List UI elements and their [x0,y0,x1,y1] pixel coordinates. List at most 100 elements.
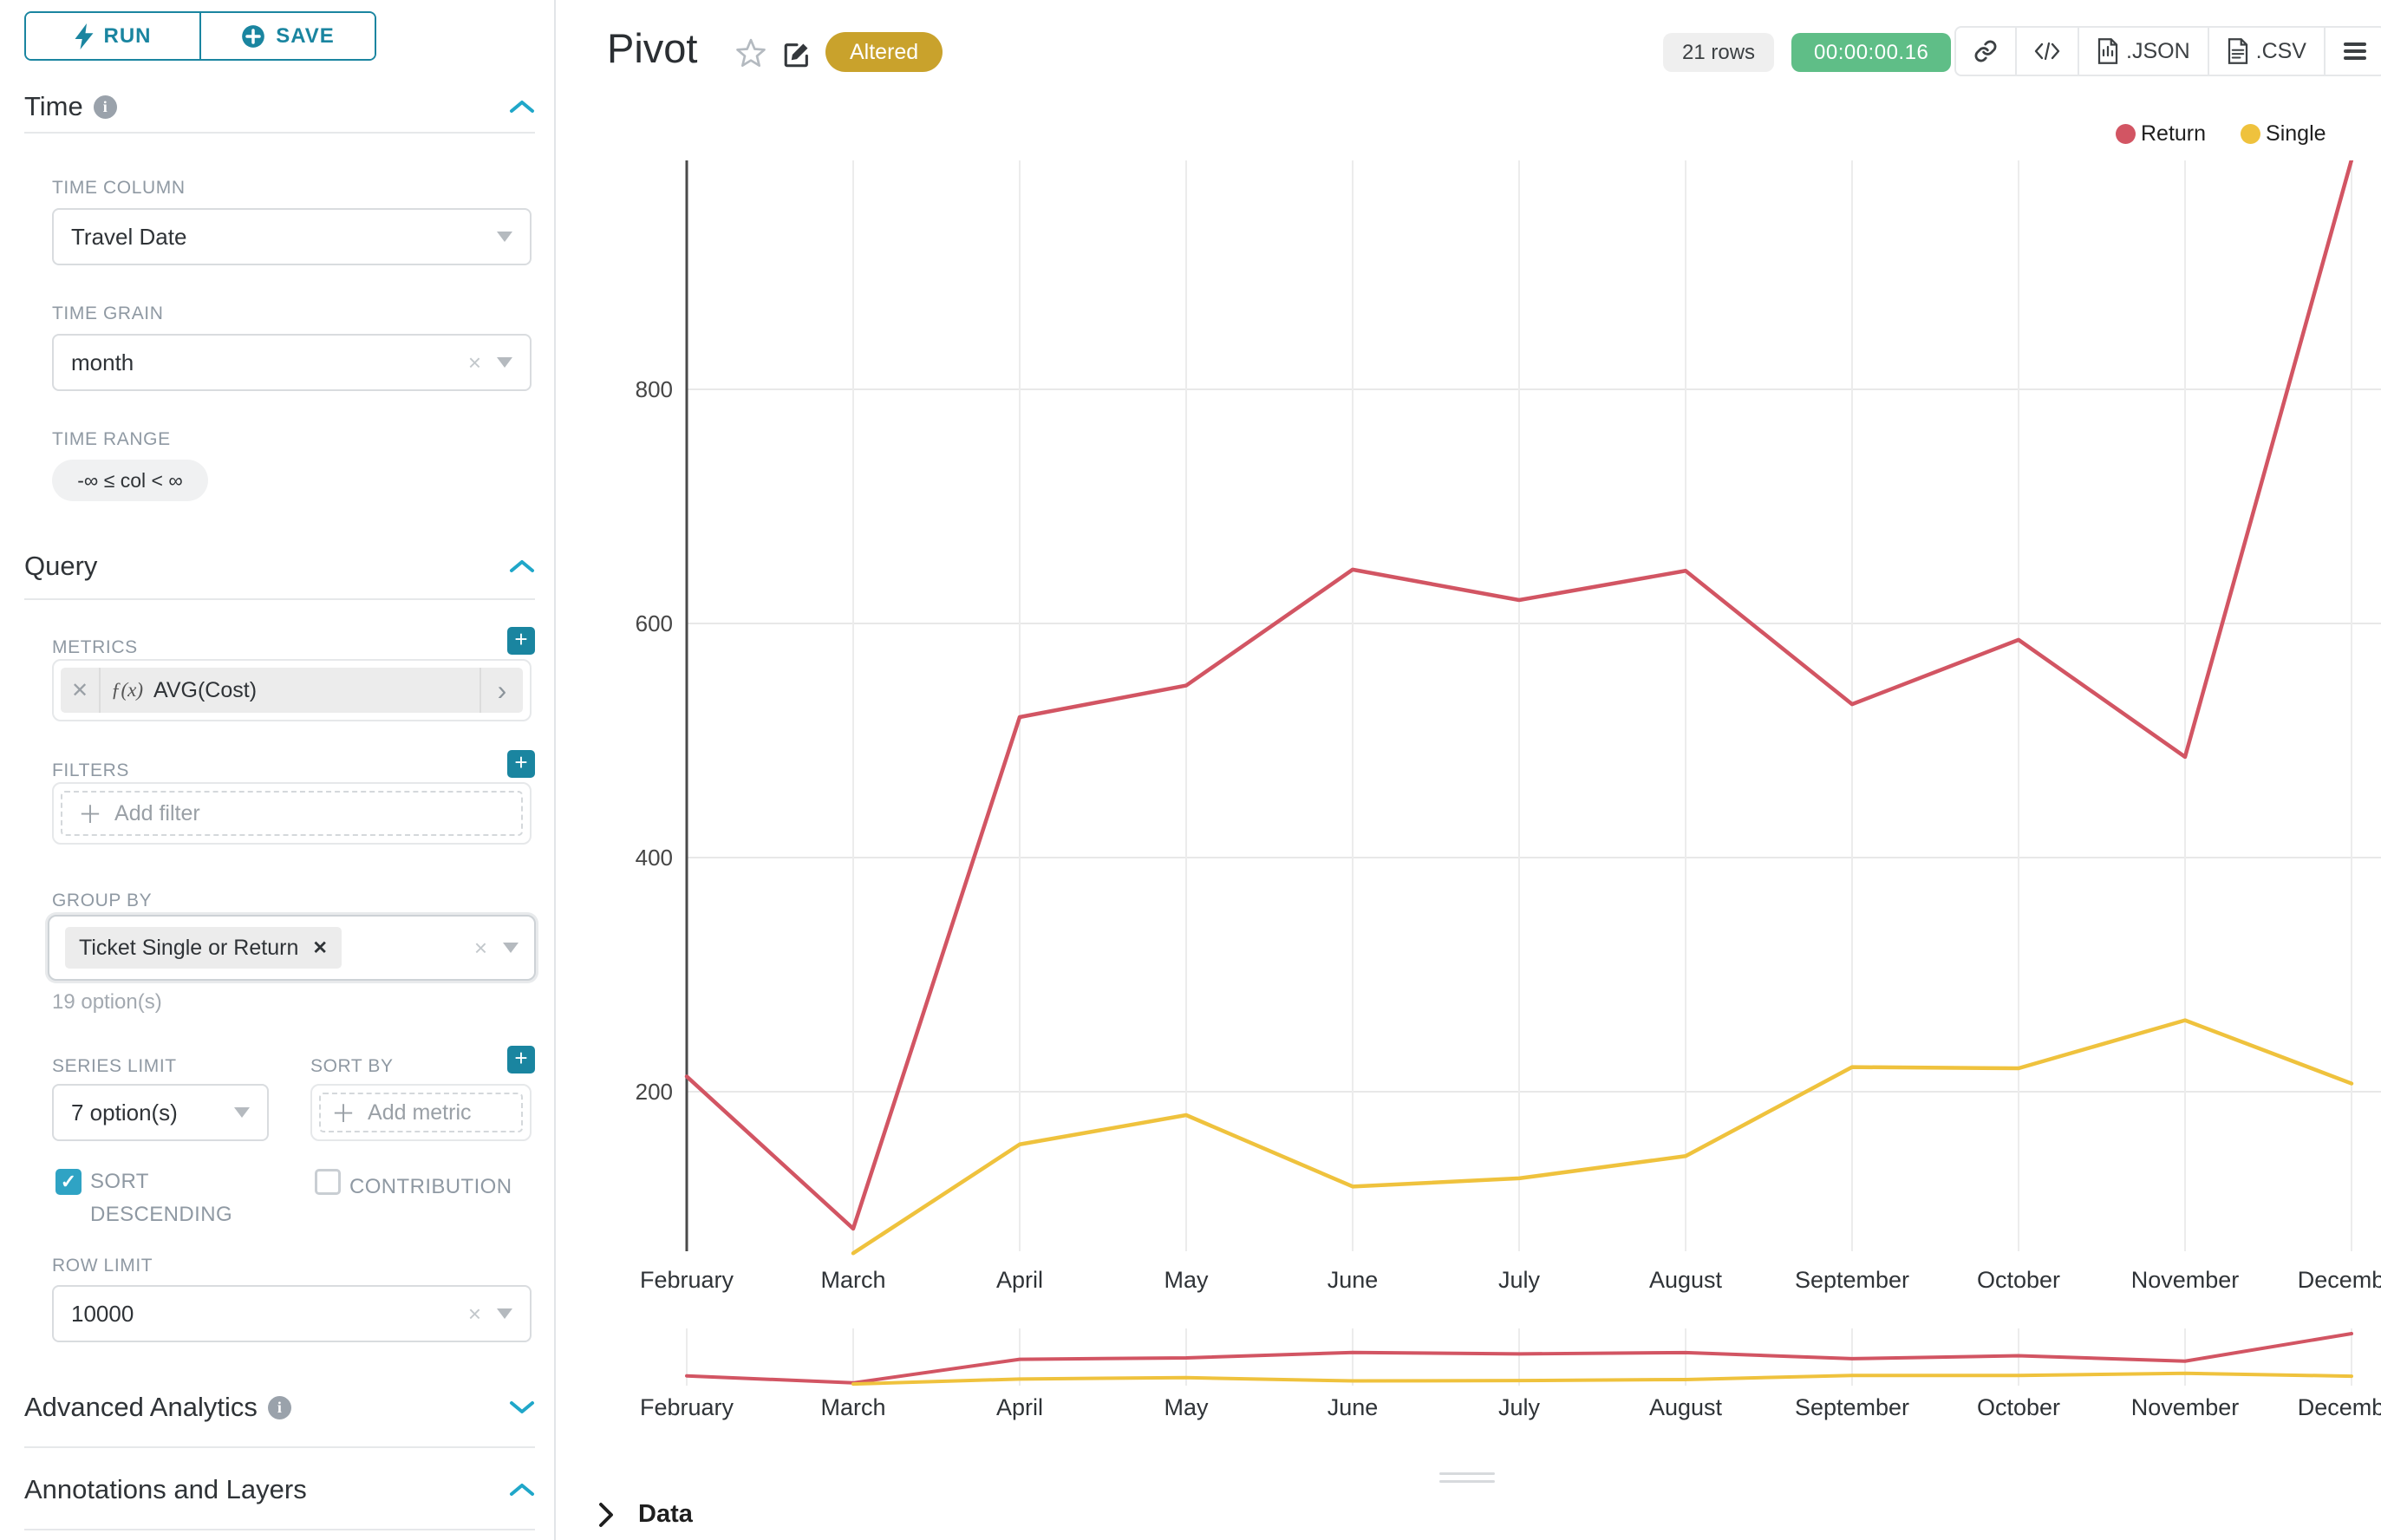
chevron-up-icon[interactable] [509,558,535,574]
row-count-value: 21 rows [1682,40,1756,64]
control-panel: RUN SAVE Time i TIME COLUMN Travel Date [0,0,554,1540]
time-section-header[interactable]: Time i [24,91,535,122]
chevron-up-icon[interactable] [509,1482,535,1498]
mini-series-line-return [685,1332,2353,1385]
section-divider [24,598,535,600]
export-json-button[interactable]: .JSON [2078,28,2208,75]
add-metric-button[interactable]: + [507,627,535,655]
group-by-tag[interactable]: Ticket Single or Return ✕ [65,927,342,969]
remove-metric-icon[interactable]: ✕ [61,668,101,713]
plus-circle-icon [242,24,265,48]
sort-by-placeholder: Add metric [368,1100,472,1125]
time-column-select[interactable]: Travel Date [52,208,532,265]
time-grain-value: month [71,349,134,375]
chevron-down-icon [497,232,512,242]
metrics-label: METRICS [52,637,138,657]
run-save-button-group: RUN SAVE [24,11,376,61]
time-range-pill[interactable]: -∞ ≤ col < ∞ [52,460,208,501]
annotations-header[interactable]: Annotations and Layers [24,1474,535,1505]
filters-label: FILTERS [52,760,129,780]
lightning-icon [75,23,93,49]
series-limit-select[interactable]: 7 option(s) [52,1084,269,1141]
query-section-title: Query [24,551,98,581]
x-tick-label: February [640,1267,734,1293]
edit-icon[interactable] [782,40,812,69]
time-column-label: TIME COLUMN [52,178,186,198]
chevron-down-icon [503,943,519,953]
info-icon[interactable]: i [267,1395,291,1419]
query-section-header[interactable]: Query [24,551,535,582]
chevron-down-icon[interactable] [509,1400,535,1415]
mini-series-line-single [851,1371,2353,1387]
legend-item-single[interactable]: Single [2241,121,2326,147]
copy-link-button[interactable] [1956,28,2015,75]
chevron-right-icon[interactable]: › [479,668,523,713]
legend-dot-single [2241,124,2261,144]
chart-title: Pivot [607,25,698,71]
time-section-title: Time [24,91,83,121]
data-panel-toggle[interactable]: Data [598,1500,693,1529]
chevron-right-icon [599,1502,613,1527]
series-limit-value: 7 option(s) [71,1099,178,1126]
chevron-up-icon[interactable] [509,99,535,114]
chevron-down-icon [234,1107,250,1118]
altered-badge-label: Altered [850,39,919,64]
x-tick-label: March [820,1394,885,1420]
add-filter-dropzone[interactable]: ＋ Add filter [61,791,523,836]
time-grain-label: TIME GRAIN [52,303,164,323]
menu-button[interactable] [2323,28,2381,75]
x-tick-label: June [1327,1394,1379,1420]
advanced-analytics-header[interactable]: Advanced Analytics i [24,1392,535,1423]
add-sort-metric-button[interactable]: + [507,1046,535,1073]
row-limit-select[interactable]: 10000 × [52,1285,532,1342]
series-line-single [851,1018,2354,1256]
minimap-chart[interactable]: February March April May June July August Septe… [607,1327,2381,1426]
group-by-select[interactable]: Ticket Single or Return ✕ × [48,915,536,981]
export-csv-label: .CSV [2255,38,2306,63]
row-count-pill: 21 rows [1663,33,1775,72]
export-csv-button[interactable]: .CSV [2207,28,2324,75]
x-tick-label: April [996,1267,1043,1293]
resize-handle[interactable] [1439,1472,1495,1488]
contribution-checkbox[interactable] [315,1169,341,1195]
filters-box: ＋ Add filter [52,782,532,845]
group-by-tag-label: Ticket Single or Return [79,935,299,960]
sort-by-label: SORT BY [310,1056,394,1076]
x-tick-label: July [1498,1394,1541,1420]
panel-divider[interactable] [554,0,556,1540]
x-tick-label: December [2298,1394,2381,1420]
x-tick-label: March [820,1267,885,1293]
export-json-label: .JSON [2126,38,2190,63]
add-sort-metric-dropzone[interactable]: ＋ Add metric [319,1093,523,1132]
x-tick-label: June [1327,1267,1379,1293]
legend-label-return: Return [2141,121,2207,146]
run-button[interactable]: RUN [26,13,199,59]
code-icon [2034,42,2060,61]
time-grain-select[interactable]: month × [52,334,532,391]
clear-icon[interactable]: × [467,349,481,375]
clear-icon[interactable]: × [473,934,487,961]
save-button[interactable]: SAVE [199,13,375,59]
info-icon[interactable]: i [93,95,117,119]
series-limit-label: SERIES LIMIT [52,1056,177,1076]
remove-tag-icon[interactable]: ✕ [312,937,328,958]
add-filter-button[interactable]: + [507,750,535,778]
clear-icon[interactable]: × [467,1300,481,1327]
json-file-icon [2097,38,2118,64]
altered-badge[interactable]: Altered [825,32,943,72]
legend-item-return[interactable]: Return [2116,121,2206,147]
run-button-label: RUN [103,23,152,48]
x-tick-label: February [640,1394,734,1420]
annotations-title: Annotations and Layers [24,1474,307,1504]
metric-chip[interactable]: ✕ ƒ(x) AVG(Cost) › [61,668,523,713]
plus-icon: ＋ [78,801,103,828]
query-timer-value: 00:00:00.16 [1814,40,1929,64]
embed-code-button[interactable] [2015,28,2078,75]
group-by-label: GROUP BY [52,891,153,910]
sort-descending-checkbox[interactable]: ✓ [55,1169,82,1195]
line-chart[interactable]: 200 400 600 800 February March April May June Jul… [607,160,2381,1327]
x-tick-label: July [1498,1267,1541,1293]
x-tick-label: October [1977,1394,2060,1420]
chart-legend: Return Single [2116,121,2326,147]
star-icon[interactable] [734,36,768,71]
